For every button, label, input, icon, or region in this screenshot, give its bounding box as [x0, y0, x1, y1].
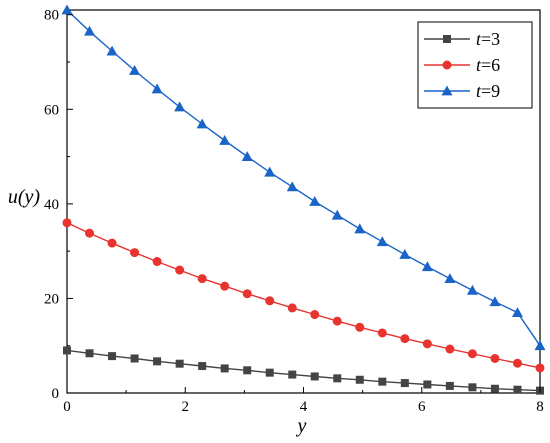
- data-point: [153, 357, 162, 366]
- series-3: [61, 4, 546, 351]
- data-point: [333, 374, 342, 383]
- legend-marker: [442, 60, 452, 70]
- data-point: [130, 248, 140, 258]
- data-point: [85, 349, 94, 358]
- data-point: [288, 370, 297, 379]
- data-point: [241, 151, 253, 161]
- legend: t=3 t=6 t=9: [417, 21, 533, 109]
- data-point: [468, 383, 477, 392]
- legend-item: t=6: [424, 55, 500, 75]
- data-point: [106, 45, 118, 56]
- data-point: [331, 209, 343, 220]
- data-point: [511, 307, 523, 318]
- data-point: [355, 322, 365, 332]
- data-point: [377, 328, 387, 338]
- data-point: [84, 25, 96, 36]
- data-point: [445, 344, 455, 354]
- data-point: [513, 385, 522, 394]
- data-point: [286, 181, 298, 192]
- data-point: [220, 281, 230, 291]
- data-point: [175, 359, 184, 368]
- data-point: [197, 274, 207, 284]
- series-2: [62, 218, 545, 373]
- data-point: [63, 346, 71, 355]
- data-point: [265, 296, 275, 306]
- data-point: [61, 4, 73, 15]
- data-point: [534, 340, 546, 351]
- data-point: [174, 101, 186, 112]
- data-point: [466, 284, 478, 295]
- data-point: [198, 362, 207, 371]
- data-point: [107, 238, 117, 248]
- data-point: [175, 265, 185, 275]
- legend-item: t=3: [424, 29, 500, 49]
- data-point: [423, 380, 432, 389]
- data-point: [129, 65, 141, 75]
- data-point: [354, 223, 366, 234]
- y-tick-label: 20: [44, 291, 59, 307]
- data-point: [445, 381, 454, 390]
- data-point: [310, 310, 320, 320]
- data-point: [355, 375, 364, 384]
- data-point: [376, 236, 388, 247]
- series-line: [66, 349, 541, 392]
- series-line: [66, 222, 541, 369]
- data-point: [490, 384, 499, 393]
- series-1: [63, 346, 544, 395]
- legend-label: t=6: [476, 55, 500, 75]
- data-point: [444, 273, 456, 283]
- data-point: [490, 353, 500, 363]
- data-point: [399, 248, 411, 259]
- data-point: [489, 296, 501, 307]
- data-point: [467, 349, 477, 359]
- data-point: [264, 166, 276, 177]
- data-point: [332, 316, 342, 326]
- data-point: [400, 379, 409, 388]
- data-point: [85, 228, 95, 238]
- data-point: [108, 352, 117, 361]
- data-point: [310, 372, 319, 381]
- y-tick-label: 80: [44, 8, 59, 24]
- data-point: [400, 334, 410, 344]
- x-tick-label: 4: [300, 399, 308, 415]
- series-line: [66, 9, 541, 347]
- y-tick-label: 60: [44, 102, 59, 118]
- data-point: [378, 377, 387, 386]
- x-tick-label: 0: [63, 399, 71, 415]
- data-point: [287, 303, 297, 313]
- data-point: [220, 364, 229, 373]
- data-point: [265, 368, 274, 377]
- data-point: [130, 354, 139, 363]
- x-axis-title: y: [296, 415, 307, 437]
- data-point: [512, 358, 522, 368]
- x-tick-label: 8: [536, 399, 544, 415]
- data-point: [151, 83, 163, 94]
- data-point: [152, 257, 162, 267]
- data-point: [535, 363, 545, 373]
- x-tick-label: 2: [182, 399, 190, 415]
- data-point: [62, 218, 72, 228]
- series-layer: [61, 4, 546, 395]
- data-point: [422, 339, 432, 349]
- data-point: [219, 135, 231, 145]
- data-point: [196, 118, 208, 129]
- data-point: [242, 289, 252, 299]
- legend-marker: [443, 35, 451, 43]
- legend-marker: [441, 85, 453, 96]
- legend-label: t=3: [476, 29, 500, 49]
- y-tick-label: 0: [52, 386, 60, 402]
- y-axis-title: u(y): [8, 186, 41, 208]
- legend-item: t=9: [424, 81, 500, 101]
- x-tick-label: 6: [418, 399, 426, 415]
- legend-label: t=9: [476, 81, 500, 101]
- data-point: [421, 261, 433, 272]
- data-point: [243, 366, 252, 375]
- data-point: [309, 196, 321, 206]
- y-tick-label: 40: [44, 197, 59, 213]
